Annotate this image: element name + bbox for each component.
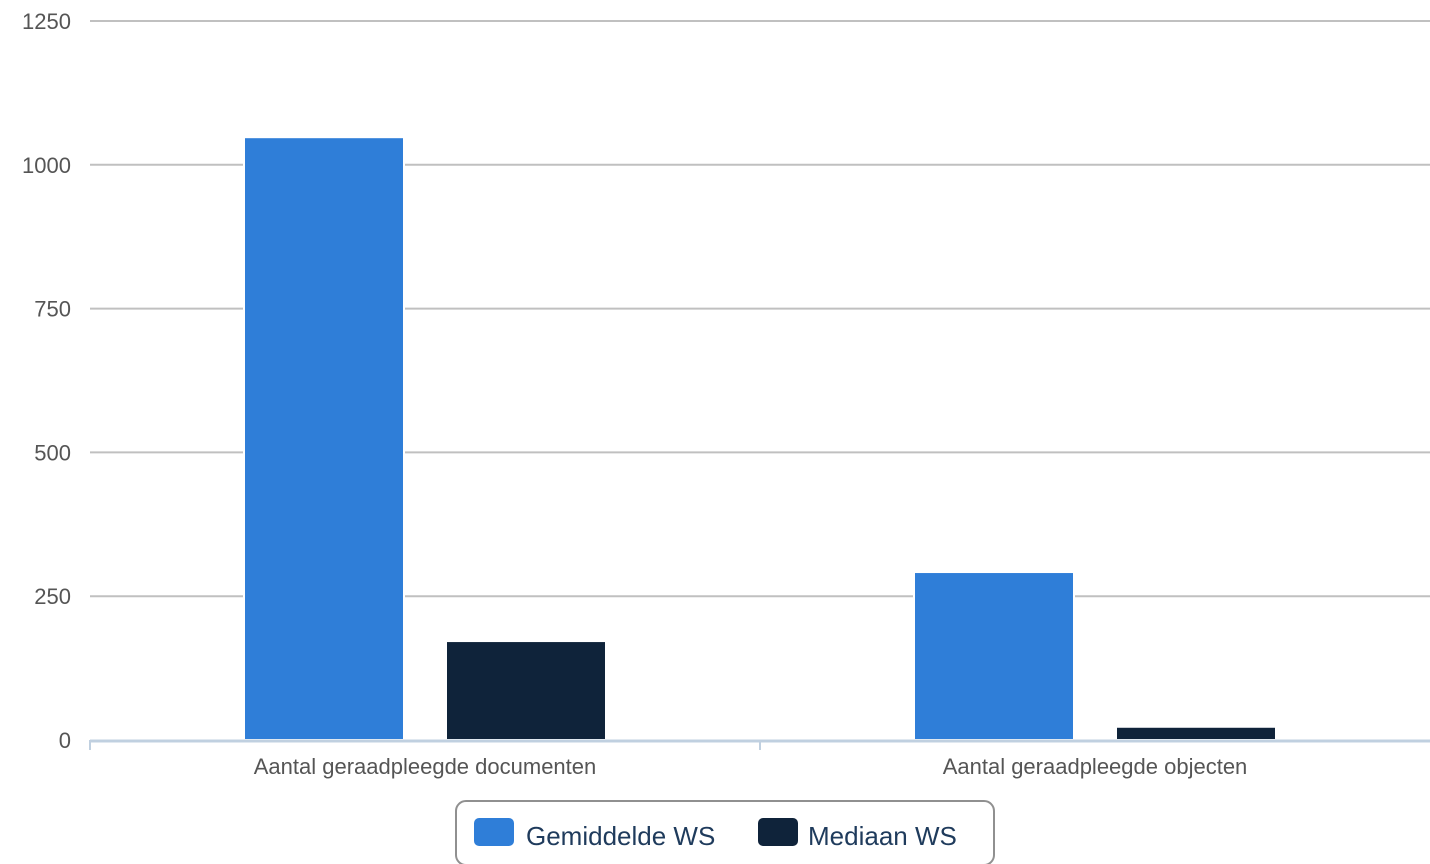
legend-swatch-gemiddelde — [474, 818, 514, 846]
legend-swatch-mediaan — [758, 818, 798, 846]
x-category-label: Aantal geraadpleegde documenten — [254, 754, 597, 779]
legend-label-gemiddelde[interactable]: Gemiddelde WS — [526, 821, 715, 851]
x-category-label: Aantal geraadpleegde objecten — [943, 754, 1248, 779]
y-tick-label: 750 — [34, 297, 71, 322]
y-tick-label: 0 — [59, 728, 71, 753]
legend: Gemiddelde WS Mediaan WS — [455, 800, 995, 864]
bar-gemiddelde-1 — [913, 571, 1075, 742]
bar-mediaan-0 — [445, 640, 607, 742]
x-axis: Aantal geraadpleegde documenten Aantal ge… — [89, 739, 1430, 779]
legend-label-mediaan[interactable]: Mediaan WS — [808, 821, 957, 851]
legend-box — [455, 800, 995, 864]
y-tick-label: 1000 — [22, 153, 71, 178]
y-axis: 0 250 500 750 1000 1250 — [22, 9, 71, 753]
bar-gemiddelde-0 — [243, 136, 405, 741]
bar-mediaan-1 — [1115, 725, 1277, 741]
y-tick-label: 1250 — [22, 9, 71, 34]
y-tick-label: 500 — [34, 440, 71, 465]
y-tick-label: 250 — [34, 584, 71, 609]
bars — [243, 136, 1277, 742]
